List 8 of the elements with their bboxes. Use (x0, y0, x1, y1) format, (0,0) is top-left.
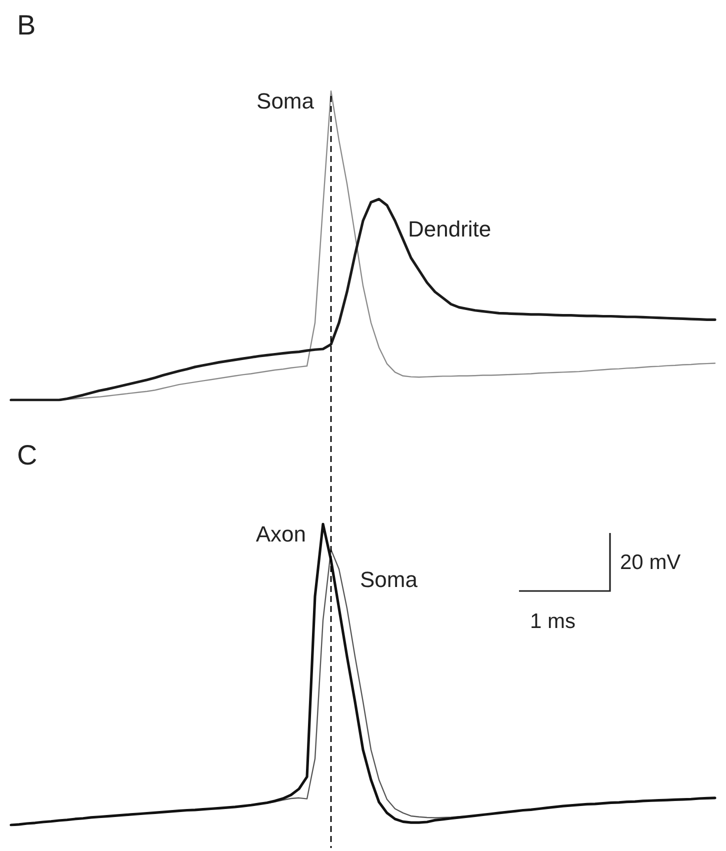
series-label: Soma (256, 88, 315, 114)
chart-title: B (17, 10, 36, 40)
chart-title: C (17, 440, 38, 470)
annotation: 1 ms (530, 610, 576, 634)
series-label: Axon (256, 522, 306, 546)
series-label: Dendrite (408, 216, 492, 242)
annotation: 20 mV (620, 551, 681, 575)
series-label: Soma (360, 567, 418, 592)
